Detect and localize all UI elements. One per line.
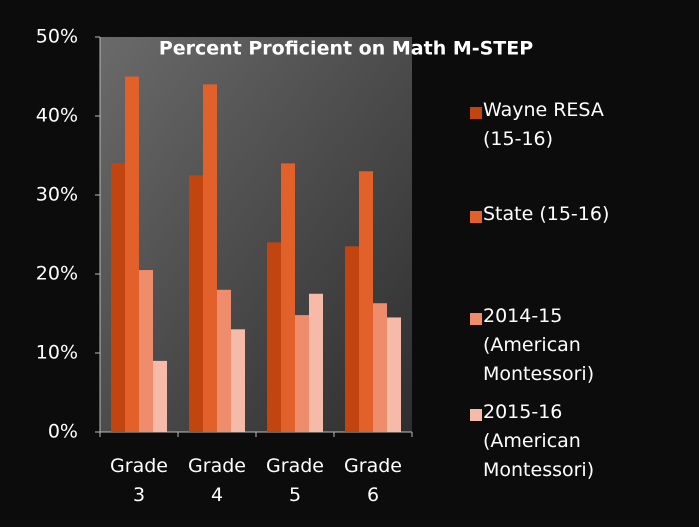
bar: [295, 315, 309, 432]
y-tick-label: 40%: [36, 105, 78, 127]
legend-label: Wayne RESA (15-16): [483, 99, 604, 150]
bar: [231, 329, 245, 432]
x-tick-label: Grade 4: [188, 455, 246, 506]
legend-label: 2014-15 (American Montessori): [483, 305, 595, 385]
y-tick-label: 0%: [48, 421, 78, 443]
y-tick-label: 30%: [36, 184, 78, 206]
bar: [309, 293, 323, 432]
y-tick-label: 50%: [36, 26, 78, 48]
bar: [267, 242, 281, 432]
bar: [217, 289, 231, 432]
bar: [203, 84, 217, 433]
x-tick-label: Grade 3: [110, 455, 168, 506]
bar: [387, 317, 401, 432]
bar: [345, 246, 359, 432]
bar: [111, 163, 125, 432]
bar: [359, 171, 373, 433]
legend-swatch: [470, 107, 482, 119]
legend-swatch: [470, 313, 482, 325]
legend-label: 2015-16 (American Montessori): [483, 401, 595, 481]
bar: [125, 76, 139, 432]
bar: [139, 270, 153, 432]
y-tick-label: 10%: [36, 342, 78, 364]
y-tick-label: 20%: [36, 263, 78, 285]
chart-title: Percent Proficient on Math M-STEP: [159, 38, 533, 60]
bar: [153, 360, 167, 432]
bar: [189, 175, 203, 432]
legend-label: State (15-16): [483, 203, 610, 225]
legend-swatch: [470, 409, 482, 421]
bar: [373, 303, 387, 432]
bar: [281, 163, 295, 432]
x-tick-label: Grade 5: [266, 455, 324, 506]
legend-swatch: [470, 211, 482, 223]
x-tick-label: Grade 6: [344, 455, 402, 506]
